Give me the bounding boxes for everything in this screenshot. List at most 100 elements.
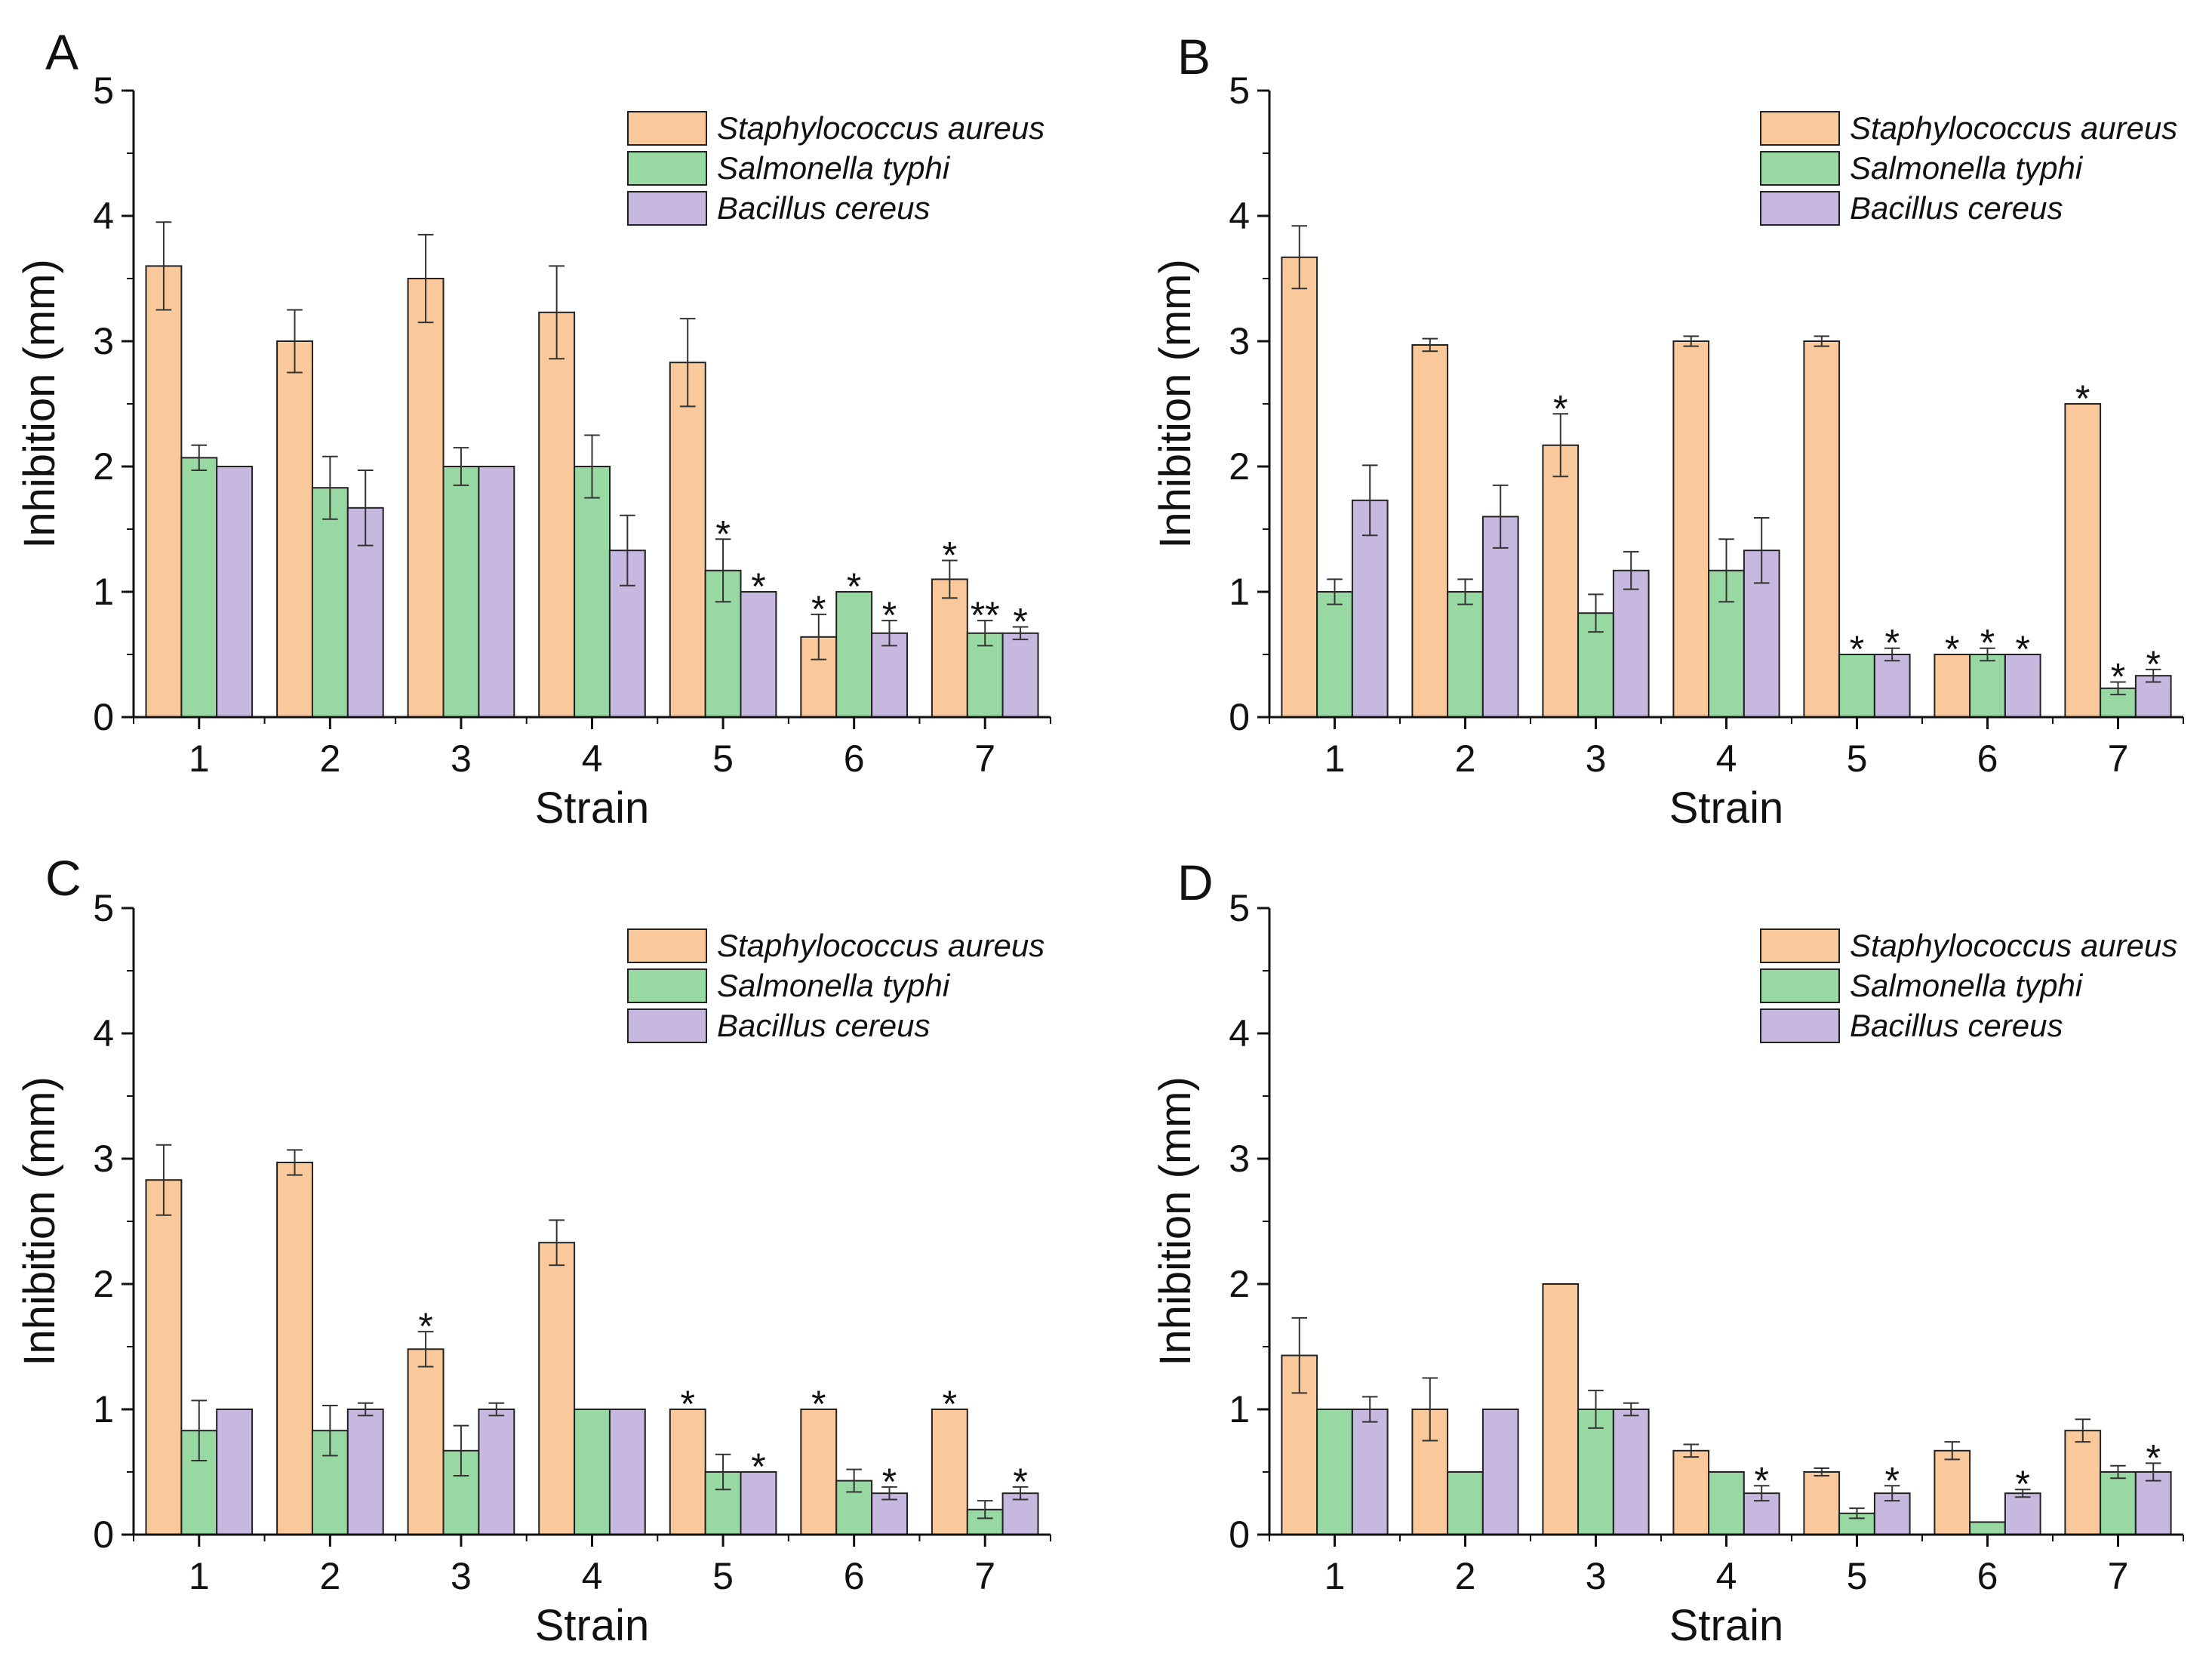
legend: Staphylococcus aureus Salmonella typhi Bac… [627, 110, 1044, 226]
x-tick-label: 7 [974, 737, 995, 780]
bar [740, 1471, 777, 1535]
significance-star: * [2015, 628, 2029, 670]
y-tick-label: 3 [93, 1138, 114, 1180]
y-tick-label: 2 [93, 1263, 114, 1305]
series-1 [1281, 1283, 2102, 1536]
significance-star: ** [971, 594, 1000, 636]
panel-letter: D [1177, 854, 1214, 910]
series-3: * * * [1351, 464, 2172, 719]
y-tick-label: 1 [93, 571, 114, 613]
significance-star: * [1013, 600, 1027, 642]
y-tick-label: 3 [93, 320, 114, 362]
bar [180, 457, 218, 719]
y-tick-label: 5 [93, 887, 114, 929]
x-tick-label: 4 [1716, 1555, 1737, 1597]
significance-star: * [1754, 1459, 1768, 1501]
legend-swatch [627, 191, 707, 226]
series-2 [180, 1399, 1004, 1536]
legend-label: Salmonella typhi [1850, 968, 2084, 1003]
series-2: * * * [1316, 538, 2137, 719]
significance-star: * [1553, 387, 1567, 430]
bar [1001, 632, 1039, 718]
y-tick-label: 0 [1229, 1513, 1250, 1556]
bar [478, 1409, 515, 1535]
x-tick-label: 5 [1847, 737, 1868, 780]
bar [478, 466, 515, 718]
bar [1351, 1409, 1389, 1535]
bar [931, 1409, 968, 1535]
significance-star: * [2075, 377, 2090, 420]
x-tick-label: 4 [582, 1555, 603, 1597]
series-2: **** [180, 434, 1004, 719]
panel-letter: C [45, 850, 82, 906]
legend-label: Bacillus cereus [717, 1008, 930, 1043]
bar [1934, 654, 1971, 718]
bar [740, 591, 777, 718]
significance-star: * [2146, 643, 2160, 685]
bar [1672, 1449, 1710, 1536]
y-tick-label: 3 [1229, 1138, 1250, 1180]
x-tick-label: 7 [974, 1555, 995, 1597]
legend-swatch [1760, 928, 1840, 963]
legend-label: Staphylococcus aureus [1850, 110, 2177, 146]
significance-star: * [2146, 1436, 2160, 1479]
bar [1281, 256, 1318, 718]
panel-letter: B [1177, 29, 1211, 85]
legend-label: Bacillus cereus [1850, 190, 2063, 226]
y-tick-label: 0 [93, 1513, 114, 1556]
bar [1708, 1471, 1745, 1535]
bar [931, 578, 968, 719]
bar [1351, 499, 1389, 718]
bar [669, 362, 706, 718]
legend: Staphylococcus aureus Salmonella typhi Bac… [627, 928, 1044, 1043]
significance-star: * [811, 588, 826, 630]
legend: Staphylococcus aureus Salmonella typhi Bac… [1760, 928, 2177, 1043]
y-tick-label: 5 [1229, 69, 1250, 112]
legend-label: Salmonella typhi [1850, 150, 2084, 186]
y-tick-label: 0 [93, 696, 114, 738]
legend-label: Bacillus cereus [1850, 1008, 2063, 1043]
legend-swatch [1760, 151, 1840, 186]
bar [608, 1409, 646, 1535]
y-tick-label: 4 [93, 195, 114, 237]
x-tick-label: 4 [1716, 737, 1737, 780]
x-tick-label: 2 [319, 1555, 340, 1597]
significance-star: * [751, 1446, 765, 1488]
series-1: ** [145, 221, 968, 719]
legend-label: Bacillus cereus [717, 190, 930, 226]
x-tick-label: 1 [1324, 1555, 1346, 1597]
significance-star: * [1884, 1459, 1899, 1501]
bar [2100, 1471, 2137, 1535]
x-tick-label: 2 [1455, 737, 1476, 780]
significance-star: * [680, 1383, 694, 1425]
panel-letter: A [45, 24, 78, 80]
bar [1934, 1449, 1971, 1536]
bar [216, 466, 254, 718]
legend-swatch [627, 151, 707, 186]
legend: Staphylococcus aureus Salmonella typhi Bac… [1760, 110, 2177, 226]
legend-swatch [627, 928, 707, 963]
bar [2004, 654, 2041, 718]
significance-star: * [2111, 656, 2125, 698]
x-tick-label: 7 [2108, 1555, 2129, 1597]
significance-star: * [1013, 1461, 1027, 1503]
bar [311, 487, 349, 718]
y-tick-label: 1 [1229, 571, 1250, 613]
legend-swatch [1760, 191, 1840, 226]
y-tick-label: 1 [1229, 1388, 1250, 1430]
y-tick-label: 2 [1229, 445, 1250, 488]
significance-star: * [847, 565, 861, 608]
y-tick-label: 2 [1229, 1263, 1250, 1305]
bar [1481, 1409, 1519, 1535]
bar [276, 1162, 314, 1535]
significance-star: * [882, 594, 897, 636]
panel-b: * * * * * * * * * 0 1 2 3 4 5 1 2 3 4 5 6 7 Strain Inhibition (… [1151, 29, 2184, 833]
bar [1873, 654, 1911, 718]
bar [669, 1409, 706, 1535]
significance-star: * [418, 1305, 432, 1347]
x-tick-label: 2 [1455, 1555, 1476, 1597]
x-tick-label: 5 [1847, 1555, 1868, 1597]
bar [1838, 654, 1875, 718]
series-3: *** [216, 466, 1039, 719]
bar [1447, 591, 1484, 718]
